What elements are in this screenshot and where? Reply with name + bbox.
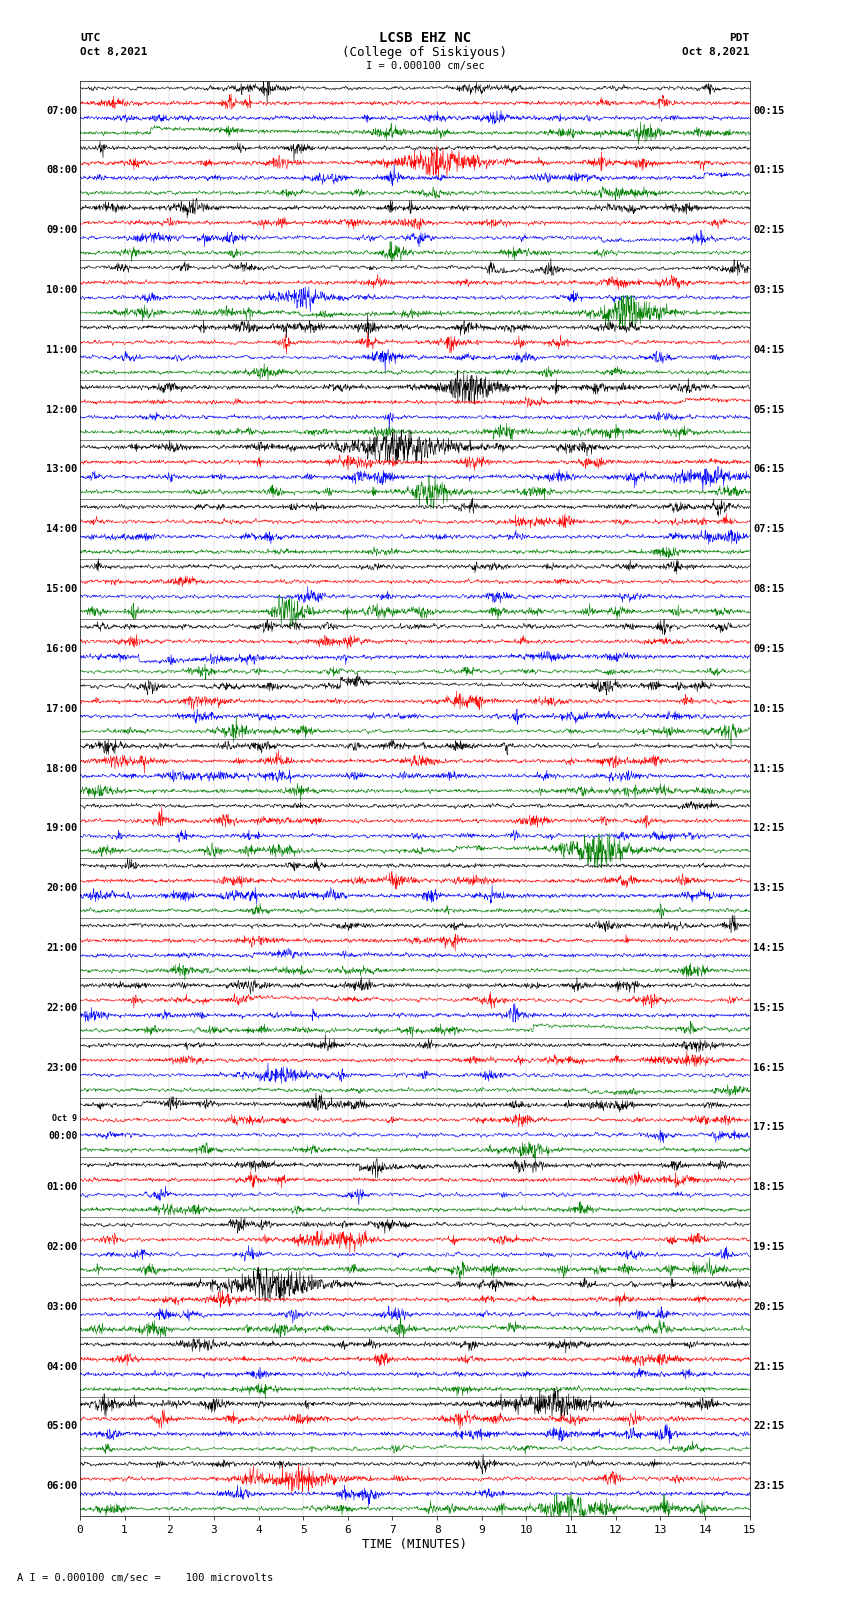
Text: Oct 8,2021: Oct 8,2021 — [80, 47, 147, 58]
Text: 09:00: 09:00 — [46, 226, 77, 235]
Text: 03:15: 03:15 — [753, 286, 785, 295]
Text: 20:00: 20:00 — [46, 884, 77, 894]
Text: 21:00: 21:00 — [46, 944, 77, 953]
Text: 04:15: 04:15 — [753, 345, 785, 355]
Text: 11:15: 11:15 — [753, 763, 785, 774]
Text: 23:00: 23:00 — [46, 1063, 77, 1073]
Text: 13:00: 13:00 — [46, 465, 77, 474]
Text: 12:00: 12:00 — [46, 405, 77, 415]
Text: 20:15: 20:15 — [753, 1302, 785, 1311]
Text: 01:00: 01:00 — [46, 1182, 77, 1192]
Text: 12:15: 12:15 — [753, 823, 785, 834]
Text: 19:00: 19:00 — [46, 823, 77, 834]
Text: 16:15: 16:15 — [753, 1063, 785, 1073]
Text: A I = 0.000100 cm/sec =    100 microvolts: A I = 0.000100 cm/sec = 100 microvolts — [17, 1573, 273, 1582]
Text: 17:00: 17:00 — [46, 703, 77, 713]
Text: 21:15: 21:15 — [753, 1361, 785, 1371]
Text: 14:00: 14:00 — [46, 524, 77, 534]
Text: (College of Siskiyous): (College of Siskiyous) — [343, 45, 507, 60]
Text: 23:15: 23:15 — [753, 1481, 785, 1492]
Text: 07:15: 07:15 — [753, 524, 785, 534]
Text: 02:15: 02:15 — [753, 226, 785, 235]
Text: 22:00: 22:00 — [46, 1003, 77, 1013]
Text: 09:15: 09:15 — [753, 644, 785, 653]
Text: 00:00: 00:00 — [48, 1131, 77, 1142]
Text: 06:00: 06:00 — [46, 1481, 77, 1492]
Text: Oct 9: Oct 9 — [53, 1115, 77, 1123]
Text: 18:00: 18:00 — [46, 763, 77, 774]
Text: 06:15: 06:15 — [753, 465, 785, 474]
Text: 16:00: 16:00 — [46, 644, 77, 653]
Text: I = 0.000100 cm/sec: I = 0.000100 cm/sec — [366, 61, 484, 71]
Text: 08:15: 08:15 — [753, 584, 785, 594]
Text: 02:00: 02:00 — [46, 1242, 77, 1252]
Text: 10:00: 10:00 — [46, 286, 77, 295]
Text: 05:15: 05:15 — [753, 405, 785, 415]
Text: 19:15: 19:15 — [753, 1242, 785, 1252]
Text: 05:00: 05:00 — [46, 1421, 77, 1431]
Text: Oct 8,2021: Oct 8,2021 — [683, 47, 750, 58]
Text: 13:15: 13:15 — [753, 884, 785, 894]
Text: 15:00: 15:00 — [46, 584, 77, 594]
Text: 11:00: 11:00 — [46, 345, 77, 355]
Text: 14:15: 14:15 — [753, 944, 785, 953]
Text: 10:15: 10:15 — [753, 703, 785, 713]
Text: 04:00: 04:00 — [46, 1361, 77, 1371]
Text: 01:15: 01:15 — [753, 166, 785, 176]
Text: 03:00: 03:00 — [46, 1302, 77, 1311]
Text: LCSB EHZ NC: LCSB EHZ NC — [379, 31, 471, 45]
Text: 17:15: 17:15 — [753, 1123, 785, 1132]
Text: 15:15: 15:15 — [753, 1003, 785, 1013]
Text: 18:15: 18:15 — [753, 1182, 785, 1192]
Text: UTC: UTC — [80, 32, 100, 44]
X-axis label: TIME (MINUTES): TIME (MINUTES) — [362, 1539, 468, 1552]
Text: 08:00: 08:00 — [46, 166, 77, 176]
Text: PDT: PDT — [729, 32, 750, 44]
Text: 00:15: 00:15 — [753, 105, 785, 116]
Text: 22:15: 22:15 — [753, 1421, 785, 1431]
Text: 07:00: 07:00 — [46, 105, 77, 116]
